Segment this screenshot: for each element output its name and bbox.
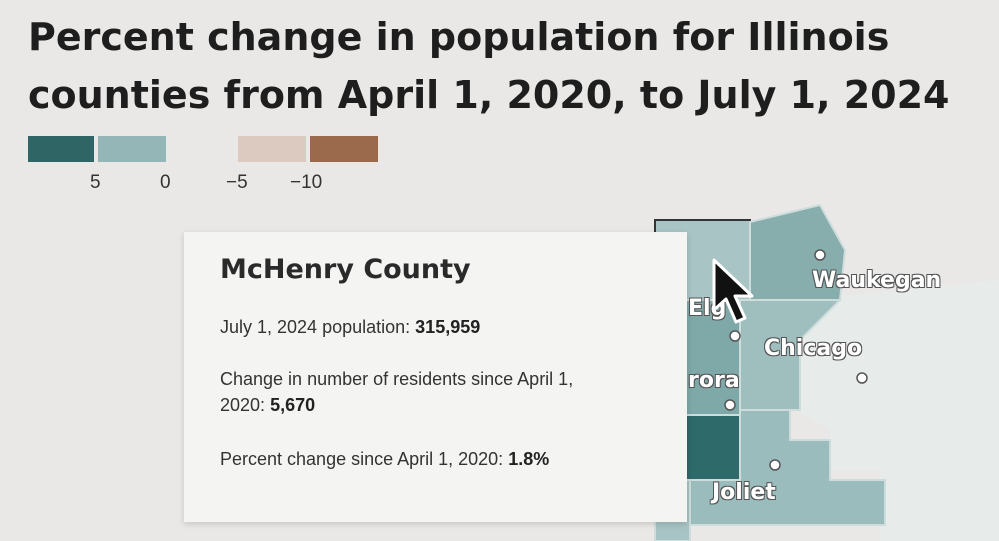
tooltip-percent-value: 1.8% bbox=[508, 449, 550, 469]
tooltip-population-value: 315,959 bbox=[415, 317, 481, 337]
city-marker-elgin bbox=[729, 330, 741, 342]
county-will[interactable] bbox=[689, 409, 886, 526]
mouse-pointer-icon bbox=[712, 258, 754, 324]
legend-tick: 5 bbox=[90, 172, 101, 193]
city-label-chicago: Chicago bbox=[764, 336, 863, 361]
legend-swatch-high-growth bbox=[28, 136, 94, 162]
legend-tick: −5 bbox=[226, 172, 248, 193]
tooltip-change-value: 5,670 bbox=[270, 395, 316, 415]
tooltip-county-name: McHenry County bbox=[220, 254, 471, 285]
county-cook[interactable] bbox=[739, 299, 843, 411]
tooltip-population-label: July 1, 2024 population: bbox=[220, 317, 411, 337]
tooltip-population: July 1, 2024 population: 315,959 bbox=[220, 314, 640, 340]
legend-tick: −10 bbox=[290, 172, 323, 193]
tooltip-percent: Percent change since April 1, 2020: 1.8% bbox=[220, 446, 640, 472]
tooltip-change-label: Change in number of residents since Apri… bbox=[220, 369, 574, 415]
city-marker-chicago bbox=[856, 372, 868, 384]
tooltip-percent-label: Percent change since April 1, 2020: bbox=[220, 449, 504, 469]
city-label-aurora: rora bbox=[688, 368, 740, 393]
legend-swatch-decline bbox=[238, 136, 306, 162]
county-tooltip: McHenry County July 1, 2024 population: … bbox=[184, 232, 687, 522]
city-label-joliet: Joliet bbox=[712, 480, 776, 505]
city-marker-joliet bbox=[769, 459, 781, 471]
city-marker-aurora bbox=[724, 399, 736, 411]
legend-tick: 0 bbox=[160, 172, 171, 193]
city-marker-waukegan bbox=[814, 249, 826, 261]
legend-swatch-growth bbox=[98, 136, 166, 162]
legend-swatch-high-decline bbox=[310, 136, 378, 162]
lake-michigan bbox=[780, 280, 999, 541]
county-lake[interactable] bbox=[749, 203, 847, 301]
page-title: Percent change in population for Illinoi… bbox=[28, 15, 950, 117]
tooltip-change: Change in number of residents since Apri… bbox=[220, 366, 610, 418]
city-label-waukegan: Waukegan bbox=[812, 268, 942, 293]
